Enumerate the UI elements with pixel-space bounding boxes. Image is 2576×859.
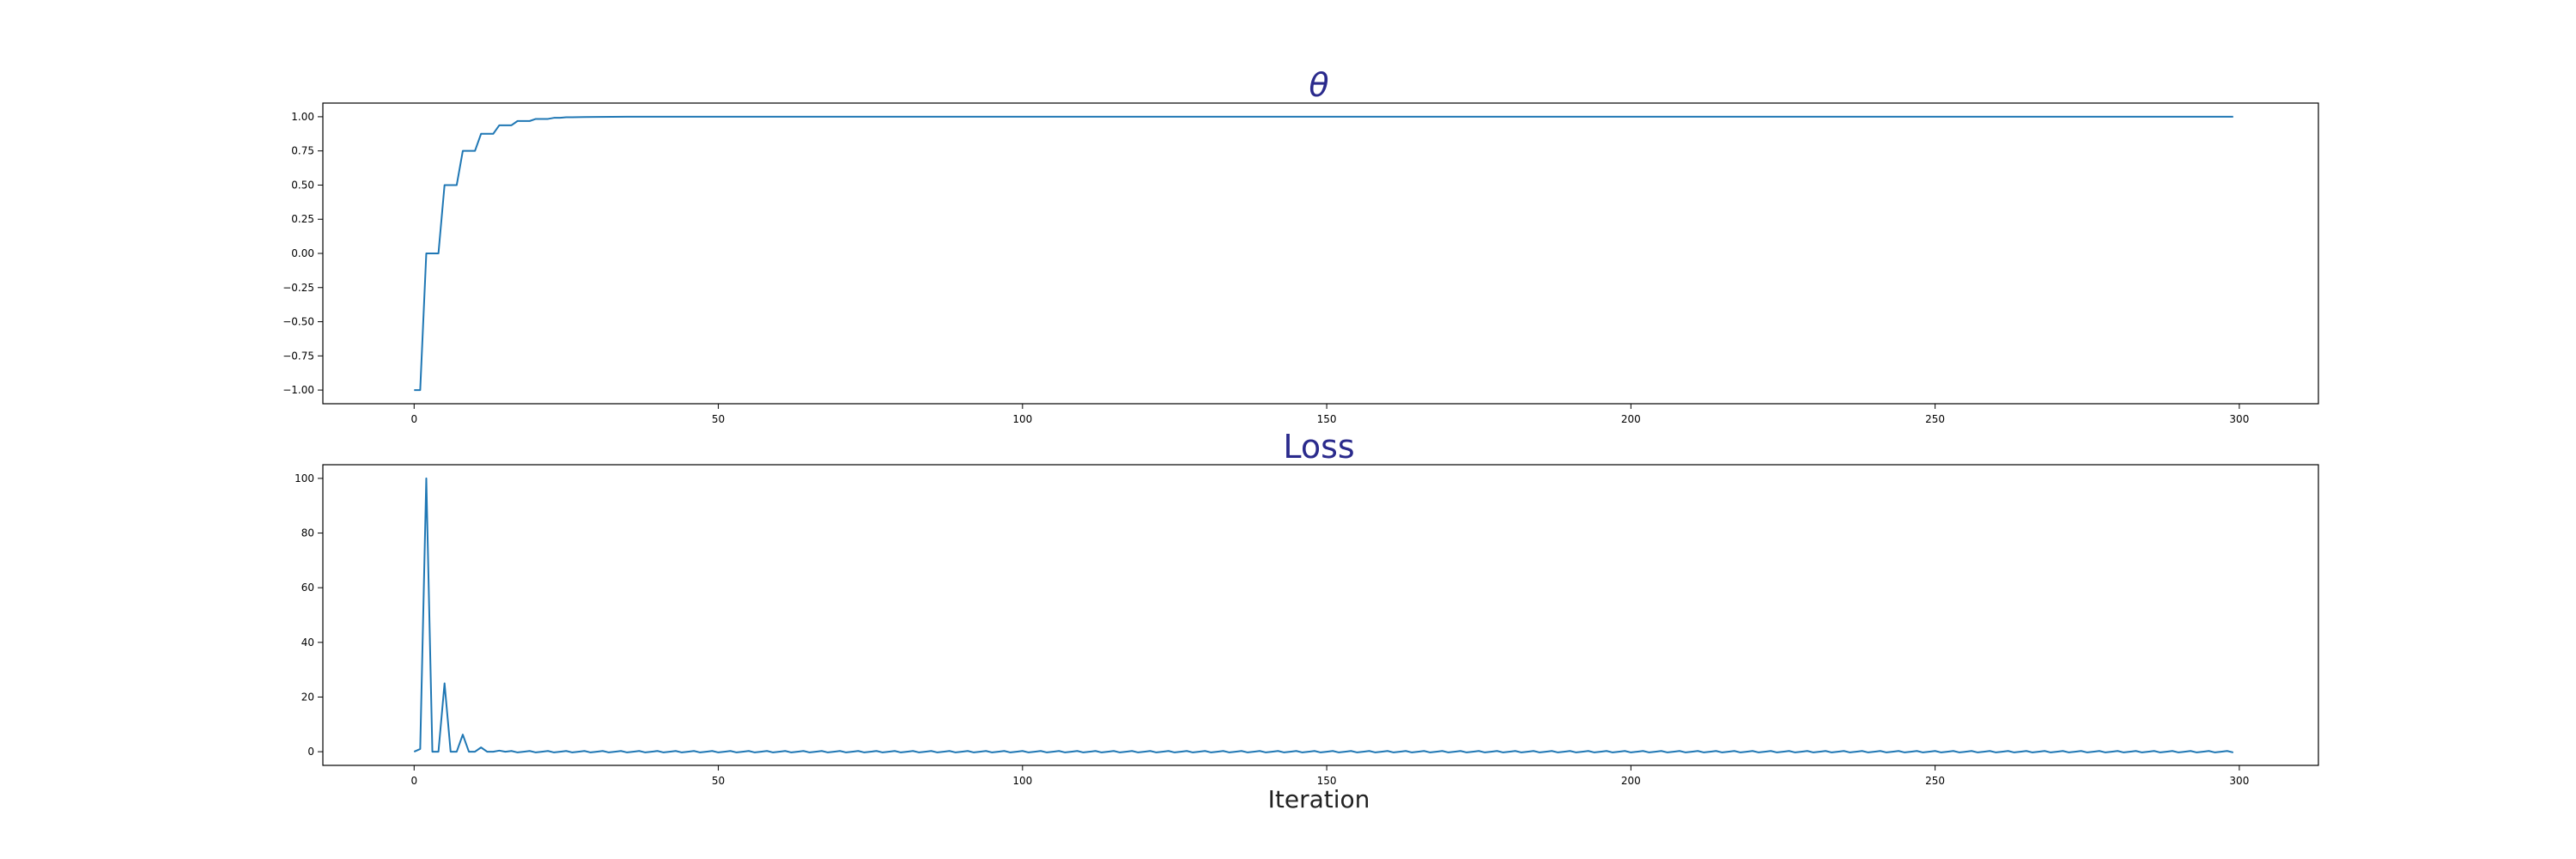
- y-tick-label: 1.00: [291, 111, 314, 123]
- x-tick-label: 100: [1012, 413, 1032, 425]
- axes-frame: [322, 102, 2319, 405]
- x-tick-label: 300: [2229, 413, 2249, 425]
- y-tick-label: −1.00: [283, 384, 314, 396]
- y-tick-label: 0: [307, 746, 314, 758]
- y-tick-label: 0.75: [291, 145, 314, 157]
- x-tick-label: 300: [2229, 775, 2249, 787]
- y-tick-label: 0.25: [291, 213, 314, 225]
- theta-title: θ: [1309, 66, 1328, 104]
- y-tick-label: −0.50: [283, 316, 314, 328]
- x-tick-label: 200: [1621, 775, 1641, 787]
- y-tick-label: 100: [295, 472, 314, 484]
- x-tick-label: 50: [712, 775, 725, 787]
- x-tick-label: 250: [1925, 775, 1945, 787]
- y-tick-label: 80: [301, 527, 314, 539]
- axes-frame: [322, 464, 2319, 766]
- x-axis-label: Iteration: [1268, 785, 1370, 813]
- x-tick-label: 0: [410, 775, 417, 787]
- theta-panel: θ 0 50 100 150 200 250 300 −1.00 −0.75 −0.50 −0.25…: [283, 66, 2319, 425]
- loss-plot-area: 0 50 100 150 200 250 300 0 20 40 60 80 100: [295, 464, 2319, 787]
- loss-title: Loss: [1283, 428, 1354, 466]
- y-tick-label: 60: [301, 582, 314, 594]
- y-tick-label: −0.25: [283, 282, 314, 294]
- x-tick-label: 0: [410, 413, 417, 425]
- x-tick-label: 150: [1317, 775, 1337, 787]
- y-tick-label: −0.75: [283, 350, 314, 362]
- y-tick-label: 0.00: [291, 247, 314, 259]
- y-tick-label: 0.50: [291, 179, 314, 191]
- x-tick-label: 150: [1317, 413, 1337, 425]
- theta-plot-area: 0 50 100 150 200 250 300 −1.00 −0.75 −0.50 −0.25 0.…: [283, 102, 2319, 425]
- y-tick-label: 40: [301, 637, 314, 649]
- loss-series-line: [413, 477, 2234, 753]
- theta-series-line: [414, 115, 2233, 392]
- x-tick-label: 250: [1925, 413, 1945, 425]
- x-tick-label: 50: [712, 413, 725, 425]
- x-tick-label: 100: [1012, 775, 1032, 787]
- x-tick-label: 200: [1621, 413, 1641, 425]
- loss-panel: Loss 0 50 100 150 200 250 300 0 20 40 60 80 100 Iter…: [295, 428, 2319, 813]
- y-tick-label: 20: [301, 691, 314, 703]
